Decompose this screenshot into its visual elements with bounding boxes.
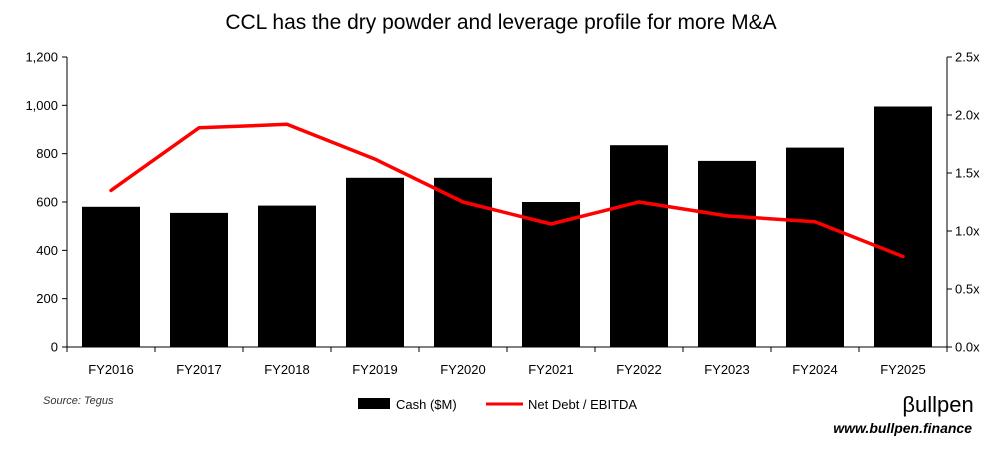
legend-label-cash: Cash ($M): [396, 397, 457, 412]
left-tick-label: 200: [36, 291, 58, 306]
bar-fy2025: [874, 106, 932, 347]
left-tick-label: 400: [36, 243, 58, 258]
bar-fy2016: [82, 206, 140, 347]
bar-fy2019: [346, 177, 404, 347]
left-tick-label: 1,200: [25, 50, 58, 65]
category-label: FY2018: [264, 362, 310, 377]
right-tick-label: 2.5x: [955, 50, 980, 65]
left-axis-ticks: 0 200 400 600 800 1,000 1,200: [25, 50, 67, 355]
left-tick-label: 800: [36, 146, 58, 161]
category-label: FY2017: [176, 362, 222, 377]
category-label: FY2023: [704, 362, 750, 377]
left-tick-label: 0: [51, 340, 58, 355]
website-url: www.bullpen.finance: [833, 420, 972, 436]
category-labels: FY2016 FY2017 FY2018 FY2019 FY2020 FY2021 FY20…: [88, 362, 926, 377]
bar-fy2017: [170, 212, 228, 347]
right-tick-label: 2.0x: [955, 108, 980, 123]
category-label: FY2016: [88, 362, 134, 377]
net-debt-ebitda-line: [109, 122, 905, 259]
bullpen-logo: βullpen: [902, 392, 973, 417]
bar-series: [82, 106, 932, 347]
right-tick-label: 1.0x: [955, 224, 980, 239]
source-note: Source: Tegus: [43, 395, 114, 407]
bar-fy2024: [786, 147, 844, 347]
left-tick-label: 600: [36, 195, 58, 210]
bar-fy2018: [258, 205, 316, 347]
bar-fy2022: [610, 145, 668, 347]
chart-title: CCL has the dry powder and leverage prof…: [225, 11, 776, 34]
bar-fy2023: [698, 160, 756, 347]
legend-label-net-debt: Net Debt / EBITDA: [528, 397, 637, 412]
right-axis-ticks: 0.0x 0.5x 1.0x 1.5x 2.0x 2.5x: [947, 50, 980, 355]
legend: Cash ($M) Net Debt / EBITDA: [358, 397, 637, 412]
legend-swatch-cash: [358, 398, 390, 409]
right-tick-label: 0.0x: [955, 340, 980, 355]
category-label: FY2020: [440, 362, 486, 377]
category-label: FY2022: [616, 362, 662, 377]
category-label: FY2021: [528, 362, 574, 377]
category-label: FY2025: [880, 362, 926, 377]
bar-fy2021: [522, 202, 580, 347]
category-label: FY2019: [352, 362, 398, 377]
line-series: [109, 122, 905, 259]
left-tick-label: 1,000: [25, 98, 58, 113]
category-label: FY2024: [792, 362, 838, 377]
right-tick-label: 1.5x: [955, 166, 980, 181]
right-tick-label: 0.5x: [955, 282, 980, 297]
